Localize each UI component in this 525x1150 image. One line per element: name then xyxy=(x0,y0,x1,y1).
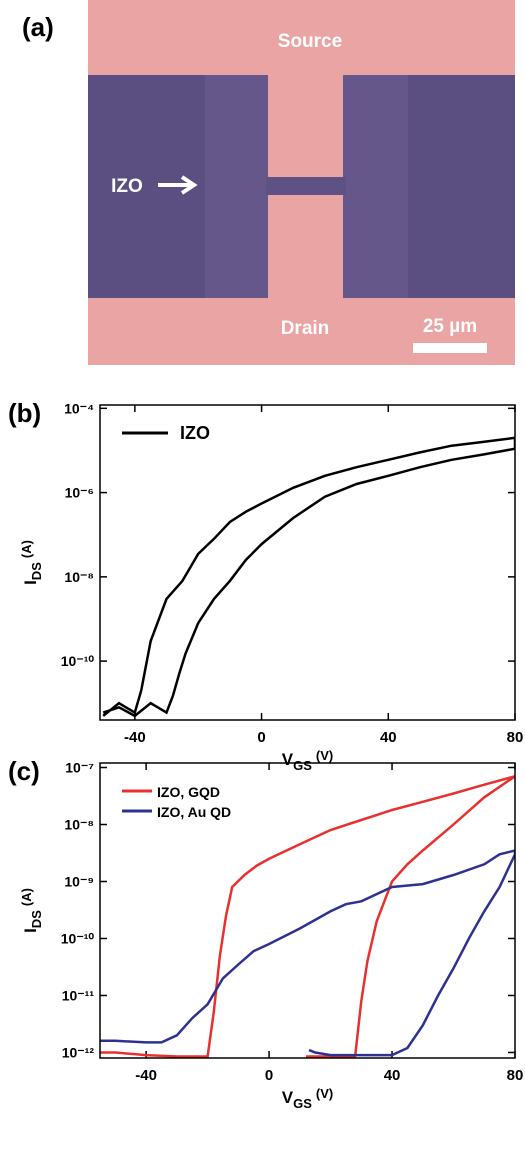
x-tick-label: 40 xyxy=(384,1067,401,1084)
legend-label: IZO, GQD xyxy=(157,784,220,800)
plot-frame xyxy=(99,762,516,1059)
y-tick-label: 10⁻¹¹ xyxy=(62,987,95,1003)
x-tick-label: 0 xyxy=(257,729,265,746)
series-line xyxy=(102,436,515,718)
y-axis-label: IDS (A) xyxy=(19,540,44,585)
y-label-unit: (A) xyxy=(19,540,34,558)
x-axis-label: VGS (V) xyxy=(282,748,333,773)
y-label-sub: DS xyxy=(29,910,44,928)
y-tick-label: 10⁻⁴ xyxy=(64,400,94,416)
left-pad-edge xyxy=(205,75,268,298)
scale-bar xyxy=(413,343,487,353)
y-tick-label: 10⁻¹⁰ xyxy=(61,653,95,669)
series-line xyxy=(100,775,515,1058)
y-tick-label: 10⁻¹² xyxy=(62,1044,95,1060)
x-tick-label: 80 xyxy=(507,729,524,746)
y-label-sub: DS xyxy=(29,562,44,580)
x-tick-label: 40 xyxy=(380,729,397,746)
x-label-sub: GS xyxy=(293,1096,312,1111)
y-label-main: I xyxy=(21,580,40,585)
panel-label: (a) xyxy=(22,12,54,42)
y-tick-label: 10⁻⁷ xyxy=(65,760,94,776)
source-label: Source xyxy=(278,31,342,52)
arrow xyxy=(158,175,198,195)
y-tick-label: 10⁻¹⁰ xyxy=(61,930,95,946)
y-tick-label: 10⁻⁹ xyxy=(64,873,94,889)
channel xyxy=(266,177,346,195)
x-label-sub: GS xyxy=(293,758,312,773)
y-label-unit: (A) xyxy=(19,888,34,906)
series-line xyxy=(100,849,515,1057)
legend-label: IZO xyxy=(180,423,210,443)
y-tick-label: 10⁻⁸ xyxy=(64,817,94,833)
y-tick-label: 10⁻⁸ xyxy=(64,569,94,585)
y-axis-label: IDS (A) xyxy=(19,888,44,933)
drain-label: Drain xyxy=(281,318,330,339)
legend-label: IZO, Au QD xyxy=(157,804,231,820)
panel-label: (c) xyxy=(8,756,40,786)
x-label-main: V xyxy=(282,750,294,769)
x-tick-label: -40 xyxy=(124,729,146,746)
x-label-main: V xyxy=(282,1088,294,1107)
x-tick-label: -40 xyxy=(135,1067,157,1084)
y-tick-label: 10⁻⁶ xyxy=(65,485,94,501)
scale-label: 25 µm xyxy=(423,316,477,337)
micrograph: Source IZO Drain 25 µm (a) xyxy=(22,0,515,365)
x-label-unit: (V) xyxy=(316,748,333,763)
y-label-main: I xyxy=(21,928,40,933)
x-tick-label: 80 xyxy=(507,1067,524,1084)
x-label-unit: (V) xyxy=(316,1086,333,1101)
panel-label: (b) xyxy=(8,398,41,428)
x-tick-label: 0 xyxy=(265,1067,273,1084)
right-pad-edge xyxy=(343,75,408,298)
izo-label: IZO xyxy=(111,176,143,197)
x-axis-label: VGS (V) xyxy=(282,1086,333,1111)
plot-frame xyxy=(99,404,516,721)
